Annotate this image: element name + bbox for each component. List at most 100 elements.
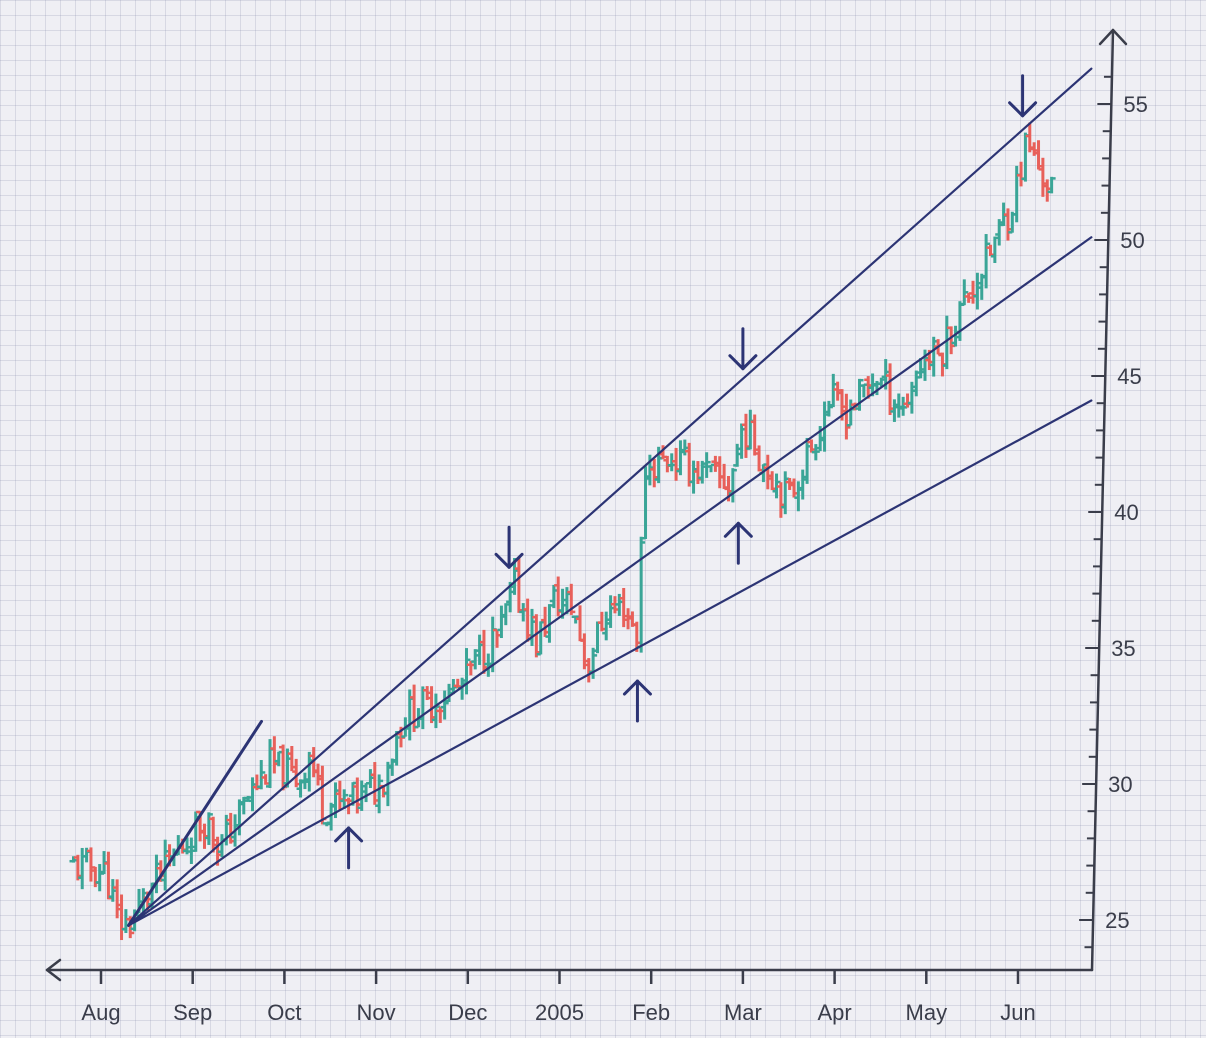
y-axis-arrow-icon (1098, 28, 1128, 46)
ohlc-bar (772, 473, 781, 499)
ohlc-bar (741, 413, 750, 458)
price-bars (69, 122, 1056, 941)
arrow-head (622, 679, 652, 696)
ohlc-bar (270, 736, 279, 774)
y-tick-label: 40 (1114, 500, 1138, 525)
ohlc-bar (637, 536, 646, 653)
ohlc-bar (493, 628, 502, 648)
fan-line (127, 67, 1093, 927)
x-tick-label: Oct (267, 1000, 301, 1025)
ohlc-bar (986, 244, 995, 257)
ohlc-bar (859, 383, 868, 398)
ohlc-bar (746, 409, 755, 450)
x-tick-label: Apr (817, 1000, 851, 1025)
y-tick-label: 35 (1111, 636, 1135, 661)
ohlc-bar (781, 471, 790, 515)
ohlc-bar (410, 684, 419, 732)
ohlc-bar (1043, 179, 1052, 202)
ohlc-bar (375, 774, 384, 814)
ohlc-bar (200, 823, 209, 849)
arrow-head (334, 826, 364, 843)
arrow-head (728, 354, 758, 371)
y-tick-label: 45 (1117, 364, 1141, 389)
ohlc-bar (803, 437, 812, 484)
ohlc-bar (737, 423, 746, 459)
x-tick-label: Mar (724, 1000, 762, 1025)
ohlc-bar (776, 482, 785, 518)
ohlc-bar (226, 812, 235, 844)
ohlc-bar (593, 621, 602, 654)
ohlc-bar (676, 440, 685, 476)
ohlc-bar (248, 777, 257, 812)
ohlc-bar (340, 789, 349, 809)
fan-line (127, 399, 1093, 927)
axes: 25 30 35 40 45 50 55 Aug Sep Oct Nov Dec 2005 Feb Mar A… (45, 28, 1148, 1025)
ohlc-bar (370, 762, 379, 805)
ohlc-bar (318, 765, 327, 825)
ohlc-bar (314, 763, 323, 786)
y-tick-label: 30 (1108, 772, 1132, 797)
x-tick-label: Dec (448, 1000, 487, 1025)
ohlc-bar (501, 603, 510, 626)
ohlc-bar (204, 812, 213, 845)
ohlc-bar (955, 301, 964, 341)
ohlc-bar (514, 556, 523, 613)
x-tick-label: May (906, 1000, 948, 1025)
arrow-up-icon (723, 521, 753, 565)
ohlc-bar (431, 693, 440, 729)
ohlc-bar (261, 774, 270, 785)
arrow-down-icon (1008, 74, 1038, 118)
x-tick-label: Aug (81, 1000, 120, 1025)
ohlc-bar (973, 272, 982, 310)
x-tick-label: Feb (632, 1000, 670, 1025)
y-tick-label: 25 (1105, 908, 1129, 933)
ohlc-bar (715, 456, 724, 489)
ohlc-bar (912, 370, 921, 397)
ohlc-bar (685, 442, 694, 487)
ohlc-bar (693, 461, 702, 485)
ohlc-bar (126, 916, 135, 939)
ohlc-bar (597, 611, 606, 632)
ohlc-bar (707, 463, 716, 473)
ohlc-bar (855, 378, 864, 411)
ohlc-bar (466, 660, 475, 676)
ohlc-bar (576, 605, 585, 642)
ohlc-bar (990, 236, 999, 264)
x-tick-label: Sep (173, 1000, 212, 1025)
ohlc-bar (720, 463, 729, 489)
ohlc-bar (680, 439, 689, 456)
ohlc-bar (1047, 176, 1056, 194)
ohlc-bar (305, 751, 314, 792)
ohlc-bar (969, 280, 978, 304)
ohlc-bar (497, 605, 506, 639)
ohlc-bar (842, 393, 851, 440)
y-tick-label: 50 (1120, 228, 1144, 253)
fan-line (127, 236, 1093, 927)
ohlc-bar (1003, 208, 1012, 241)
ohlc-bar (113, 879, 122, 919)
x-tick-label: Nov (357, 1000, 396, 1025)
x-tick-label: 2005 (535, 1000, 584, 1025)
ohlc-bar (755, 445, 764, 472)
ohlc-bar (619, 588, 628, 628)
ohlc-bar (519, 603, 528, 622)
ohlc-bar (440, 690, 449, 720)
ohlc-bar (929, 336, 938, 377)
y-axis-line (1090, 28, 1115, 972)
ohlc-bar (960, 279, 969, 307)
ohlc-bar (121, 909, 130, 934)
arrow-up-icon (622, 679, 652, 723)
ohlc-bar (702, 452, 711, 478)
arrows (334, 74, 1038, 870)
ohlc-bar (903, 393, 912, 408)
ohlc-bar (418, 686, 427, 730)
ohlc-bar (1038, 157, 1047, 197)
ohlc-bar (187, 837, 196, 864)
ohlc-bar (728, 468, 737, 503)
ohlc-bar (117, 894, 126, 941)
ohlc-bar (798, 469, 807, 500)
arrow-head (723, 521, 753, 538)
ohlc-bar (527, 608, 536, 646)
ohlc-bar (536, 620, 545, 656)
ohlc-bar (265, 739, 274, 789)
